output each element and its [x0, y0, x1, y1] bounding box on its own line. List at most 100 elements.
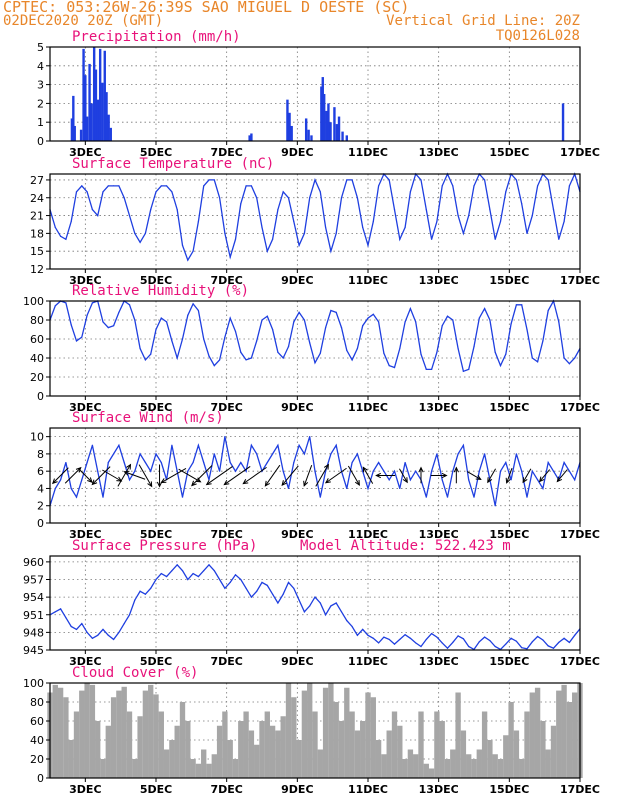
- series-point: [171, 445, 172, 446]
- precip-bar: [562, 103, 564, 141]
- series-point: [150, 209, 151, 210]
- panel-title: Relative Humidity (%): [72, 283, 249, 299]
- cloud-bar: [169, 740, 174, 778]
- series-point: [240, 462, 241, 463]
- series-point: [60, 608, 61, 609]
- series-point: [256, 591, 257, 592]
- series-point: [293, 462, 294, 463]
- series-point: [389, 639, 390, 640]
- series-point: [134, 319, 135, 320]
- series-point: [526, 329, 527, 330]
- series-point: [81, 185, 82, 186]
- series-point: [569, 642, 570, 643]
- x-tick-label: 17DEC: [560, 146, 600, 159]
- cloud-bar: [164, 750, 169, 779]
- cloud-bar: [159, 712, 164, 779]
- series-point: [134, 233, 135, 234]
- precip-bar: [99, 49, 101, 141]
- series-point: [436, 636, 437, 637]
- cloud-bar: [413, 754, 418, 778]
- series-point: [574, 635, 575, 636]
- series-point: [330, 310, 331, 311]
- series-point: [267, 585, 268, 586]
- series-point: [203, 338, 204, 339]
- series-point: [431, 369, 432, 370]
- cloud-bar: [461, 731, 466, 779]
- series-point: [246, 185, 247, 186]
- series-point: [410, 638, 411, 639]
- y-tick-label: 18: [30, 227, 44, 240]
- panel-title: Surface Pressure (hPa): [72, 538, 257, 554]
- precip-bar: [305, 118, 307, 141]
- cloud-bar: [222, 712, 227, 779]
- y-tick-label: 0: [37, 517, 44, 530]
- series-point: [537, 185, 538, 186]
- series-point: [500, 471, 501, 472]
- series-point: [150, 588, 151, 589]
- series-point: [373, 471, 374, 472]
- series-point: [230, 257, 231, 258]
- series-point: [410, 308, 411, 309]
- series-point: [309, 197, 310, 198]
- cloud-bar: [185, 721, 190, 778]
- series-point: [87, 315, 88, 316]
- series-point: [87, 632, 88, 633]
- wind-arrow: [92, 467, 110, 485]
- series-point: [367, 318, 368, 319]
- cloud-bar: [132, 759, 137, 778]
- series-point: [426, 496, 427, 497]
- series-point: [383, 636, 384, 637]
- cloud-bar: [291, 697, 296, 778]
- cloud-bar: [471, 759, 476, 778]
- series-point: [240, 352, 241, 353]
- series-point: [399, 348, 400, 349]
- x-tick-label: 7DEC: [210, 783, 242, 796]
- series-point: [564, 462, 565, 463]
- series-line: [50, 565, 580, 650]
- cloud-bar: [95, 721, 100, 778]
- series-point: [431, 471, 432, 472]
- cloud-bar: [137, 716, 142, 778]
- panel-frame: [50, 301, 580, 396]
- cloud-bar: [397, 726, 402, 778]
- meteogram: CPTEC: 053:26W-26:39S SAO MIGUEL D OESTE…: [0, 0, 618, 800]
- series-point: [187, 315, 188, 316]
- precip-bar: [336, 124, 338, 141]
- x-tick-label: 15DEC: [489, 783, 529, 796]
- series-point: [505, 644, 506, 645]
- precip-bar: [329, 122, 331, 141]
- series-point: [267, 316, 268, 317]
- x-tick-label: 9DEC: [281, 146, 313, 159]
- cloud-bar: [106, 726, 111, 778]
- y-tick-label: 24: [30, 192, 44, 205]
- series-point: [171, 570, 172, 571]
- series-point: [325, 227, 326, 228]
- series-point: [336, 312, 337, 313]
- y-tick-label: 8: [37, 448, 44, 461]
- series-point: [548, 310, 549, 311]
- series-point: [92, 302, 93, 303]
- y-tick-label: 945: [23, 644, 44, 657]
- series-point: [182, 338, 183, 339]
- series-point: [320, 602, 321, 603]
- series-point: [304, 233, 305, 234]
- series-point: [532, 471, 533, 472]
- series-point: [330, 453, 331, 454]
- x-tick-label: 11DEC: [348, 401, 388, 414]
- cloud-bar: [148, 685, 153, 778]
- series-point: [495, 505, 496, 506]
- series-point: [60, 479, 61, 480]
- series-point: [71, 324, 72, 325]
- series-line: [50, 174, 580, 260]
- series-point: [198, 445, 199, 446]
- series-point: [442, 185, 443, 186]
- series-point: [177, 357, 178, 358]
- series-point: [71, 488, 72, 489]
- cloud-bar: [259, 721, 264, 778]
- series-point: [532, 357, 533, 358]
- series-line: [50, 301, 580, 371]
- series-point: [341, 327, 342, 328]
- series-point: [378, 462, 379, 463]
- series-point: [108, 327, 109, 328]
- x-tick-label: 9DEC: [281, 783, 313, 796]
